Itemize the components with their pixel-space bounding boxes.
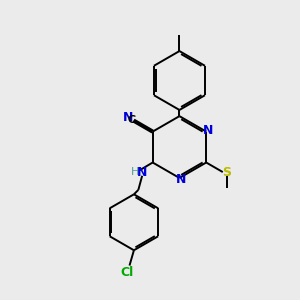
Text: H: H: [131, 167, 140, 177]
Text: S: S: [222, 166, 231, 179]
Text: N: N: [137, 166, 147, 179]
Text: N: N: [202, 124, 213, 136]
Text: C: C: [128, 115, 136, 124]
Text: N: N: [123, 111, 133, 124]
Text: N: N: [176, 173, 186, 186]
Text: Cl: Cl: [121, 266, 134, 279]
